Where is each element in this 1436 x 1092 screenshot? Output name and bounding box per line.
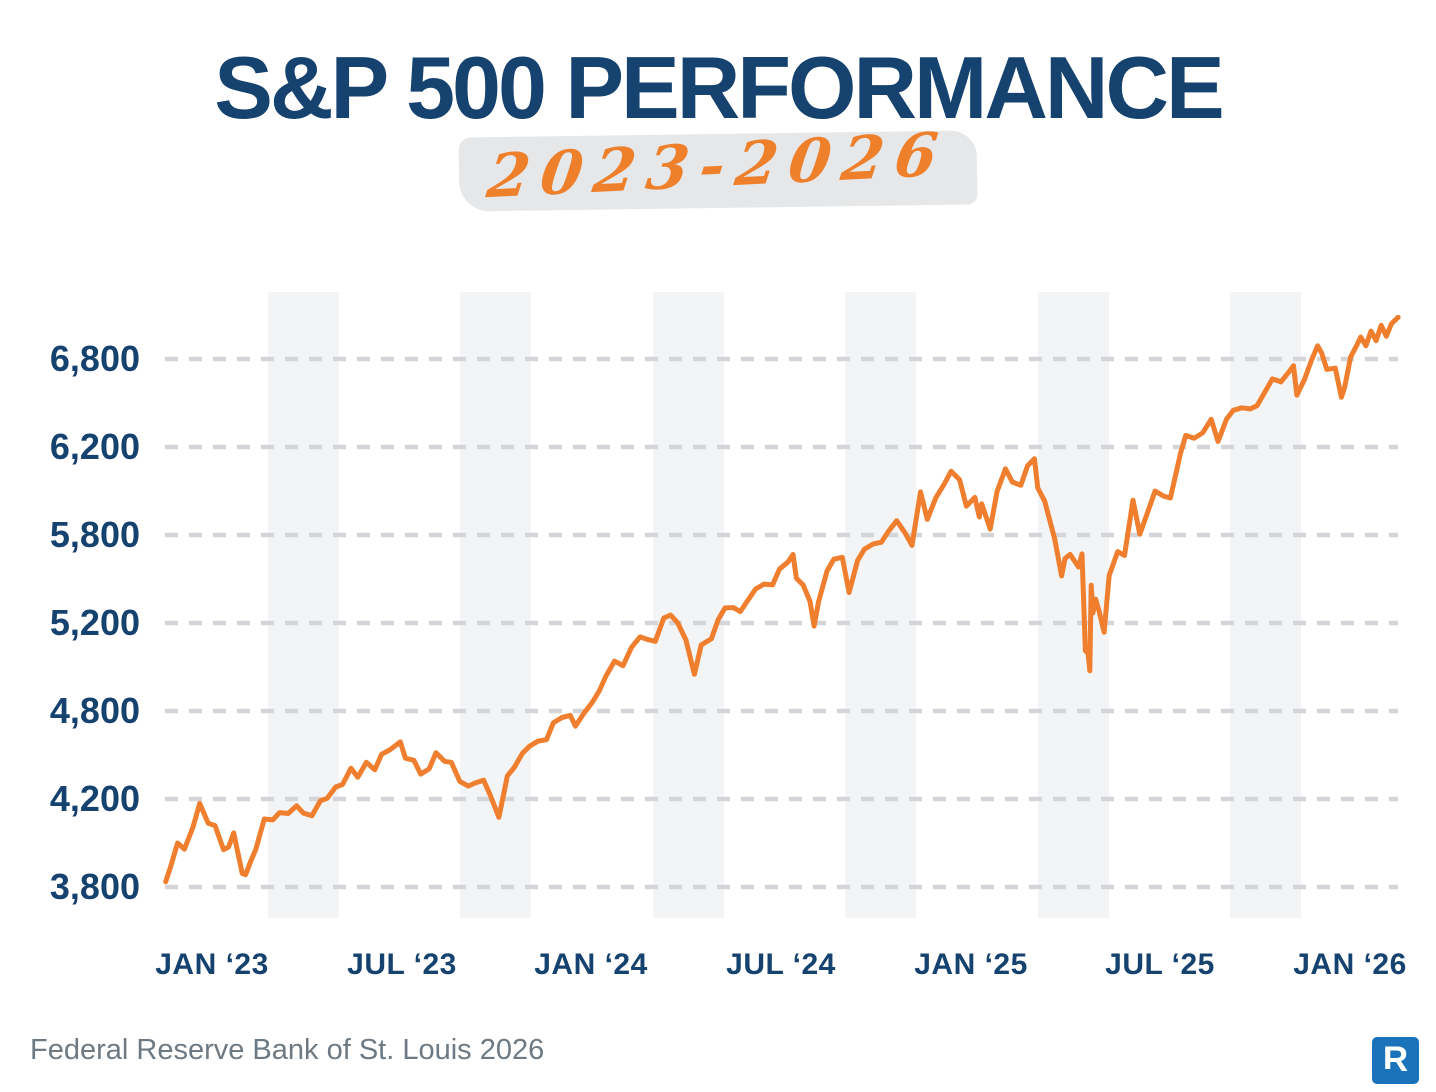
x-axis-label: JAN ‘26	[1293, 948, 1407, 981]
y-axis-label: 4,800	[50, 690, 140, 731]
sp500-line	[163, 314, 1401, 885]
y-axis-label: 5,800	[50, 514, 140, 555]
chart-title: S&P 500 PERFORMANCE	[214, 38, 1224, 137]
month-band	[460, 292, 531, 918]
brand-logo-notch	[1385, 1069, 1395, 1073]
x-axis-label: JUL ‘24	[726, 948, 836, 981]
y-axis-label: 4,200	[50, 778, 140, 819]
brand-logo: R	[1372, 1037, 1419, 1084]
month-band	[268, 292, 339, 918]
y-axis-label: 6,200	[50, 426, 140, 467]
month-band	[1230, 292, 1301, 918]
x-axis-label: JUL ‘23	[347, 948, 457, 981]
y-axis-label: 6,800	[50, 338, 140, 379]
y-axis-label: 5,200	[50, 602, 140, 643]
y-axis-label: 3,800	[50, 866, 140, 907]
x-axis-label: JAN ‘25	[914, 948, 1028, 981]
month-band	[845, 292, 916, 918]
x-axis-label: JAN ‘23	[155, 948, 269, 981]
x-axis-label: JAN ‘24	[534, 948, 648, 981]
x-axis-label: JUL ‘25	[1105, 948, 1215, 981]
source-credit: Federal Reserve Bank of St. Louis 2026	[30, 1034, 545, 1066]
month-band	[653, 292, 724, 918]
